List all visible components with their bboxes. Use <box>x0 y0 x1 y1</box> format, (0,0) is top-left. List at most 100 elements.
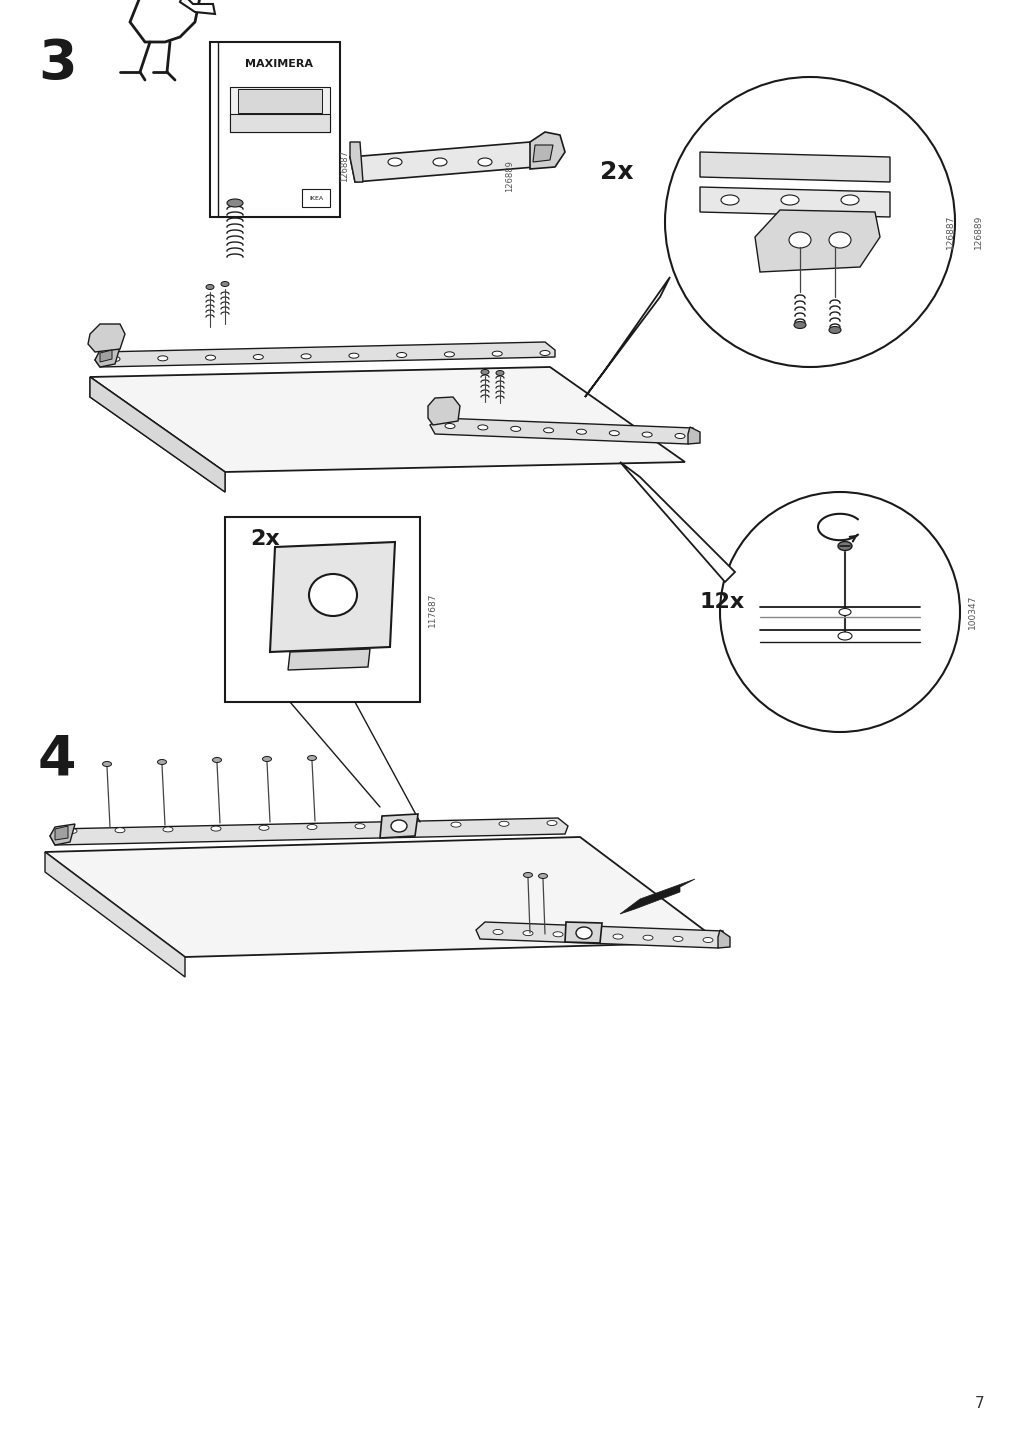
Ellipse shape <box>210 826 220 831</box>
Ellipse shape <box>355 823 365 829</box>
Ellipse shape <box>301 354 310 359</box>
Ellipse shape <box>115 828 125 832</box>
Circle shape <box>664 77 954 367</box>
Text: 117687: 117687 <box>427 593 436 627</box>
Ellipse shape <box>523 872 532 878</box>
Ellipse shape <box>547 821 556 825</box>
Ellipse shape <box>492 929 502 935</box>
Text: 126887: 126887 <box>944 215 953 249</box>
Ellipse shape <box>253 355 263 359</box>
Text: 12x: 12x <box>700 591 744 611</box>
Polygon shape <box>88 324 125 352</box>
Ellipse shape <box>789 232 810 248</box>
Polygon shape <box>55 826 68 841</box>
Ellipse shape <box>205 355 215 361</box>
Ellipse shape <box>433 158 447 166</box>
Ellipse shape <box>308 574 357 616</box>
Text: 3: 3 <box>38 37 77 92</box>
Ellipse shape <box>703 938 713 942</box>
Polygon shape <box>700 188 889 218</box>
Polygon shape <box>700 152 889 182</box>
Ellipse shape <box>491 351 501 357</box>
Ellipse shape <box>511 427 521 431</box>
Ellipse shape <box>451 822 461 828</box>
Ellipse shape <box>837 541 851 550</box>
Polygon shape <box>90 367 684 473</box>
Ellipse shape <box>794 322 805 328</box>
Ellipse shape <box>576 430 585 434</box>
Polygon shape <box>530 132 564 169</box>
Polygon shape <box>95 342 554 367</box>
Polygon shape <box>229 115 330 132</box>
Polygon shape <box>717 929 729 948</box>
Polygon shape <box>100 349 112 362</box>
Polygon shape <box>428 397 460 425</box>
Polygon shape <box>379 813 418 838</box>
Polygon shape <box>90 377 224 493</box>
Text: 126889: 126889 <box>506 160 514 192</box>
Ellipse shape <box>158 759 167 765</box>
Ellipse shape <box>582 932 592 938</box>
Circle shape <box>719 493 959 732</box>
Text: 2x: 2x <box>600 160 633 183</box>
Polygon shape <box>430 418 693 444</box>
Ellipse shape <box>349 354 359 358</box>
Ellipse shape <box>307 756 316 760</box>
Ellipse shape <box>838 609 850 616</box>
Polygon shape <box>229 87 330 132</box>
Ellipse shape <box>552 932 562 937</box>
Ellipse shape <box>67 829 77 833</box>
Polygon shape <box>350 142 535 182</box>
Ellipse shape <box>720 195 738 205</box>
Polygon shape <box>288 649 370 670</box>
Ellipse shape <box>477 158 491 166</box>
Ellipse shape <box>642 935 652 941</box>
Ellipse shape <box>543 428 553 432</box>
Ellipse shape <box>837 632 851 640</box>
Ellipse shape <box>102 762 111 766</box>
Polygon shape <box>533 145 552 162</box>
Polygon shape <box>687 427 700 444</box>
Polygon shape <box>50 818 567 845</box>
Ellipse shape <box>495 371 503 375</box>
Ellipse shape <box>259 825 269 831</box>
Ellipse shape <box>540 351 549 355</box>
Polygon shape <box>475 922 722 948</box>
Ellipse shape <box>163 826 173 832</box>
Ellipse shape <box>672 937 682 941</box>
Text: IKEA: IKEA <box>308 196 323 200</box>
Ellipse shape <box>575 927 591 939</box>
Ellipse shape <box>402 823 412 828</box>
Ellipse shape <box>110 357 120 361</box>
Polygon shape <box>270 541 394 652</box>
Polygon shape <box>95 347 120 367</box>
Ellipse shape <box>828 232 850 248</box>
Polygon shape <box>754 211 880 272</box>
Polygon shape <box>584 276 669 397</box>
Ellipse shape <box>828 326 840 334</box>
Ellipse shape <box>390 821 406 832</box>
Ellipse shape <box>206 285 213 289</box>
Polygon shape <box>90 377 224 493</box>
Polygon shape <box>44 836 719 957</box>
Polygon shape <box>350 142 363 182</box>
Ellipse shape <box>538 874 547 878</box>
Ellipse shape <box>840 195 858 205</box>
Polygon shape <box>44 852 185 977</box>
Ellipse shape <box>445 424 455 428</box>
Polygon shape <box>50 823 75 845</box>
Bar <box>301 189 330 208</box>
Ellipse shape <box>262 756 271 762</box>
Ellipse shape <box>212 758 221 762</box>
Polygon shape <box>129 0 200 42</box>
Ellipse shape <box>396 352 406 358</box>
Ellipse shape <box>444 352 454 357</box>
Ellipse shape <box>226 199 243 208</box>
Polygon shape <box>620 879 695 914</box>
Text: 2x: 2x <box>250 528 279 548</box>
Text: 126887: 126887 <box>340 150 349 182</box>
Text: MAXIMERA: MAXIMERA <box>245 59 312 69</box>
Ellipse shape <box>613 934 623 939</box>
Text: 4: 4 <box>38 732 77 786</box>
Ellipse shape <box>220 282 228 286</box>
